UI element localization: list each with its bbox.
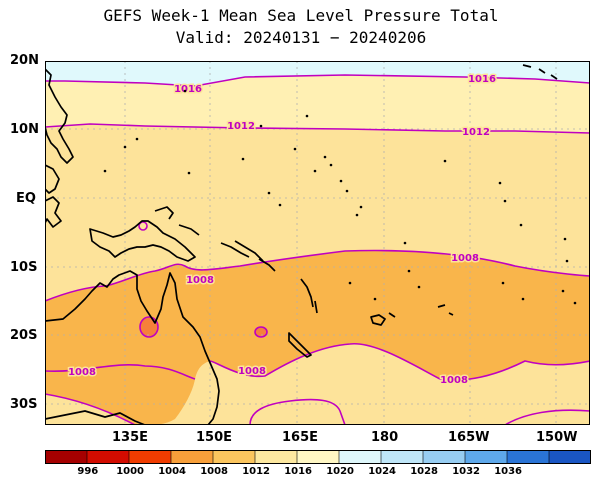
- contour-small-ring: [138, 221, 148, 231]
- colorbar-cell: [548, 450, 591, 464]
- colorbar-tick-label: 1008: [200, 466, 229, 477]
- coastlines: [45, 64, 558, 425]
- fill-1008-south-edge: [45, 394, 590, 425]
- colorbar-tick-label: 1028: [410, 466, 439, 477]
- lat-label-30s: 30S: [10, 397, 38, 412]
- small-islands: [103, 89, 577, 305]
- lat-label-20s: 20S: [10, 328, 38, 343]
- colorbar-tick-label: 996: [77, 466, 99, 477]
- sulawesi-coast: [45, 196, 62, 228]
- lon-label-135e: 135E: [112, 430, 149, 445]
- colorbar-cell: [86, 450, 130, 464]
- colorbar-cell: [170, 450, 214, 464]
- colorbar-cell: [464, 450, 508, 464]
- colorbar-cell: [338, 450, 382, 464]
- colorbar-cell: [380, 450, 424, 464]
- lat-label-10n: 10N: [10, 122, 39, 137]
- contour-label: 1008: [451, 253, 479, 264]
- colorbar: [45, 450, 591, 464]
- colorbar-cell: [212, 450, 256, 464]
- pressure-map: 1016 1016 1012 1012 1008 1008 1008 1008 …: [45, 61, 590, 425]
- fill-1016-band: [45, 61, 590, 86]
- colorbar-tick-label: 1024: [368, 466, 397, 477]
- colorbar-cell: [296, 450, 340, 464]
- colorbar-tick-label: 1012: [242, 466, 271, 477]
- colorbar-tick-label: 1032: [452, 466, 481, 477]
- colorbar-tick-label: 1036: [494, 466, 523, 477]
- contour-label: 1012: [227, 121, 255, 132]
- lon-label-165e: 165E: [282, 430, 319, 445]
- fill-1008-south-pocket: [215, 398, 348, 425]
- lon-label-150e: 150E: [196, 430, 233, 445]
- philippines-coast: [45, 68, 74, 164]
- contour-1008-sw: [45, 393, 136, 425]
- colorbar-cell: [506, 450, 550, 464]
- vanuatu-islands: [300, 278, 318, 314]
- colorbar-tick-label: 1000: [116, 466, 145, 477]
- new-guinea-coast: [89, 220, 196, 262]
- hawaii-islands: [522, 64, 558, 80]
- fill-1004-region: [45, 250, 590, 425]
- colorbar-cell: [128, 450, 172, 464]
- samoa-islands: [437, 304, 454, 316]
- grid-lines: [45, 61, 590, 425]
- contour-1016: [45, 74, 590, 87]
- contour-low-left: [139, 316, 159, 338]
- contour-low-right: [254, 326, 268, 338]
- low-cell-right: [255, 327, 267, 337]
- fiji-islands: [370, 312, 396, 326]
- lat-label-10s: 10S: [10, 260, 38, 275]
- lon-label-180: 180: [371, 430, 399, 445]
- colorbar-tick-label: 1020: [326, 466, 355, 477]
- contour-label: 1016: [468, 74, 496, 85]
- colorbar-tick-label: 1004: [158, 466, 187, 477]
- colorbar-cell: [422, 450, 466, 464]
- mindanao-coast: [45, 164, 60, 194]
- colorbar-tick-label: 1016: [284, 466, 313, 477]
- contour-1012: [45, 123, 590, 134]
- solomon-islands: [220, 240, 276, 272]
- australia-coast: [45, 270, 220, 425]
- new-caledonia: [288, 332, 312, 358]
- colorbar-cell: [254, 450, 298, 464]
- contour-label: 1008: [238, 366, 266, 377]
- map-subtitle: Valid: 20240131 − 20240206: [175, 28, 427, 47]
- lon-label-165w: 165W: [448, 430, 490, 445]
- contour-1008-south: [45, 343, 590, 381]
- bismarck-coast: [154, 206, 200, 236]
- contour-1008-north: [45, 249, 590, 302]
- lat-label-eq: EQ: [16, 191, 36, 206]
- contour-label: 1008: [68, 367, 96, 378]
- contour-label: 1016: [174, 84, 202, 95]
- map-title: GEFS Week-1 Mean Sea Level Pressure Tota…: [103, 6, 499, 25]
- lat-label-20n: 20N: [10, 53, 39, 68]
- contour-label: 1008: [440, 375, 468, 386]
- contour-label: 1008: [186, 275, 214, 286]
- contour-label: 1012: [462, 127, 490, 138]
- contour-1008-se: [504, 409, 590, 425]
- colorbar-cell: [45, 450, 88, 464]
- lon-label-150w: 150W: [536, 430, 578, 445]
- se-australia-coast: [45, 410, 146, 425]
- contour-1008-pocket: [249, 398, 346, 425]
